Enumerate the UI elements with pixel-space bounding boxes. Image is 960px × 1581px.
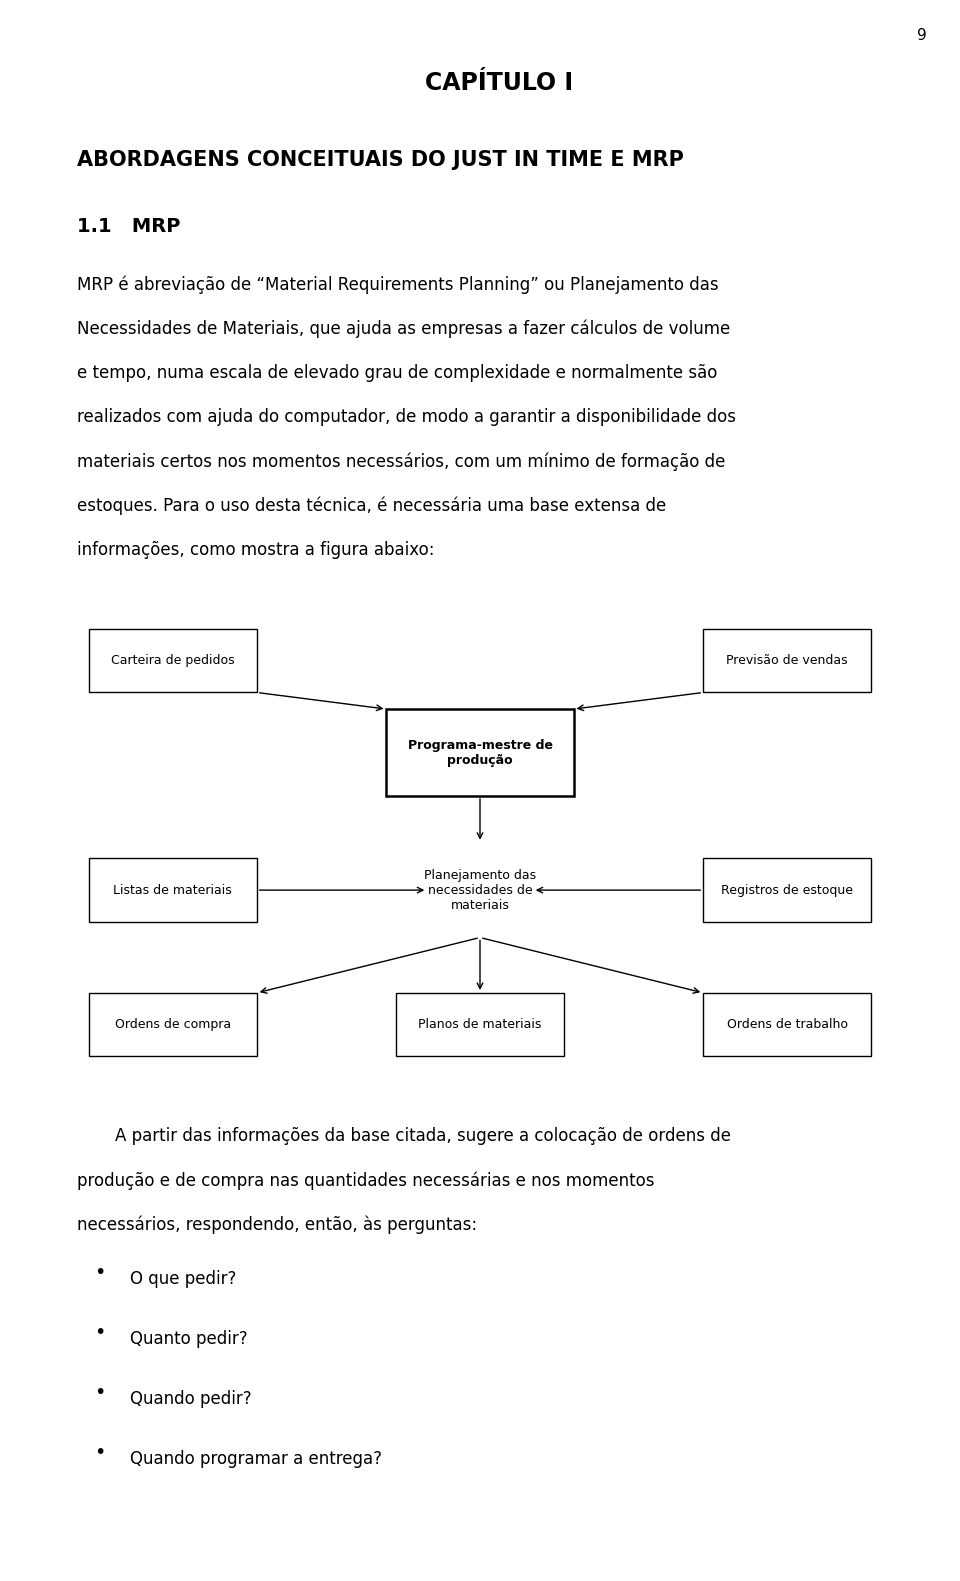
Text: Registros de estoque: Registros de estoque — [721, 884, 853, 896]
Bar — [396, 993, 564, 1056]
Text: e tempo, numa escala de elevado grau de complexidade e normalmente são: e tempo, numa escala de elevado grau de … — [77, 364, 717, 381]
Text: Necessidades de Materiais, que ajuda as empresas a fazer cálculos de volume: Necessidades de Materiais, que ajuda as … — [77, 319, 730, 338]
Text: •: • — [94, 1383, 106, 1402]
Text: realizados com ajuda do computador, de modo a garantir a disponibilidade dos: realizados com ajuda do computador, de m… — [77, 408, 735, 425]
Text: informações, como mostra a figura abaixo:: informações, como mostra a figura abaixo… — [77, 541, 434, 558]
Text: •: • — [94, 1323, 106, 1342]
Text: A partir das informações da base citada, sugere a colocação de ordens de: A partir das informações da base citada,… — [115, 1127, 732, 1145]
Text: Ordens de trabalho: Ordens de trabalho — [727, 1018, 848, 1031]
Text: produção e de compra nas quantidades necessárias e nos momentos: produção e de compra nas quantidades nec… — [77, 1172, 655, 1190]
Text: materiais certos nos momentos necessários, com um mínimo de formação de: materiais certos nos momentos necessário… — [77, 452, 725, 471]
Text: Previsão de vendas: Previsão de vendas — [727, 655, 848, 667]
Text: Ordens de compra: Ordens de compra — [115, 1018, 230, 1031]
Bar — [703, 993, 872, 1056]
Text: estoques. Para o uso desta técnica, é necessária uma base extensa de: estoques. Para o uso desta técnica, é ne… — [77, 496, 666, 515]
Text: •: • — [94, 1443, 106, 1462]
Text: Carteira de pedidos: Carteira de pedidos — [111, 655, 234, 667]
Text: necessários, respondendo, então, às perguntas:: necessários, respondendo, então, às perg… — [77, 1216, 477, 1235]
Bar — [88, 629, 256, 692]
Text: Listas de materiais: Listas de materiais — [113, 884, 232, 896]
Bar — [703, 858, 872, 922]
Text: MRP é abreviação de “Material Requirements Planning” ou Planejamento das: MRP é abreviação de “Material Requiremen… — [77, 275, 718, 294]
Text: ABORDAGENS CONCEITUAIS DO JUST IN TIME E MRP: ABORDAGENS CONCEITUAIS DO JUST IN TIME E… — [77, 150, 684, 171]
Bar — [386, 710, 573, 797]
Text: Quando programar a entrega?: Quando programar a entrega? — [130, 1450, 382, 1467]
Text: O que pedir?: O que pedir? — [130, 1270, 236, 1287]
Text: Quando pedir?: Quando pedir? — [130, 1390, 252, 1407]
Text: Programa-mestre de
produção: Programa-mestre de produção — [407, 738, 553, 767]
Text: 9: 9 — [917, 28, 926, 43]
Bar — [88, 858, 256, 922]
Bar — [703, 629, 872, 692]
Text: CAPÍTULO I: CAPÍTULO I — [425, 71, 573, 95]
Text: 1.1   MRP: 1.1 MRP — [77, 217, 180, 236]
Bar — [88, 993, 256, 1056]
Text: Planos de materiais: Planos de materiais — [419, 1018, 541, 1031]
Text: Quanto pedir?: Quanto pedir? — [130, 1330, 248, 1347]
Text: Planejamento das
necessidades de
materiais: Planejamento das necessidades de materia… — [424, 868, 536, 912]
Text: •: • — [94, 1263, 106, 1282]
